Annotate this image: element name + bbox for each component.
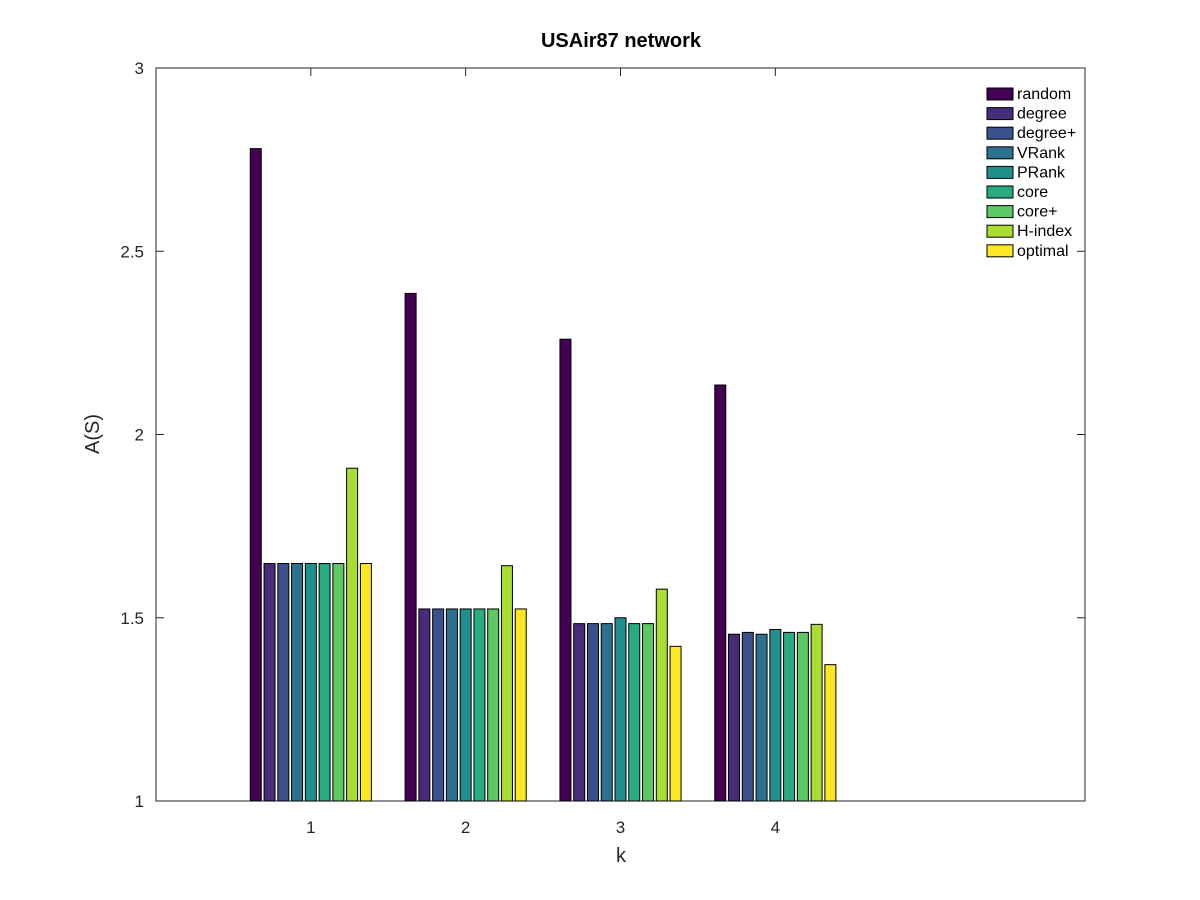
bar-core-k3 xyxy=(628,623,641,802)
bar-core--k2 xyxy=(487,608,500,802)
y-tick-label: 1.5 xyxy=(120,609,144,628)
bar-optimal-k4 xyxy=(824,664,837,802)
bar-prank-k1 xyxy=(304,563,317,802)
bar-degree-k2 xyxy=(418,608,431,802)
bar-vrank-k3 xyxy=(600,623,613,802)
x-tick-label: 4 xyxy=(771,818,780,837)
bar-random-k1 xyxy=(249,148,262,802)
bar-h-index-k1 xyxy=(346,467,359,802)
legend-swatch xyxy=(986,87,1014,101)
bar-core-k2 xyxy=(473,608,486,802)
bar-vrank-k4 xyxy=(755,633,768,802)
legend-label: core xyxy=(1017,184,1048,201)
bar-core--k4 xyxy=(796,631,809,802)
plot-area: 1 1.5 2 2.5 3 1 2 3 4 xyxy=(120,59,1086,837)
bar-h-index-k4 xyxy=(810,623,823,802)
legend-swatch xyxy=(986,244,1014,258)
bar-degree--k3 xyxy=(586,623,599,802)
bar-core-k1 xyxy=(318,563,331,802)
legend-label: PRank xyxy=(1017,164,1066,181)
bar-degree-k3 xyxy=(573,623,586,802)
legend-label: degree xyxy=(1017,106,1067,123)
bar-h-index-k2 xyxy=(500,565,513,802)
bar-optimal-k1 xyxy=(359,563,372,802)
legend-label: random xyxy=(1017,86,1071,103)
legend-label: optimal xyxy=(1017,243,1069,260)
bar-core--k3 xyxy=(642,623,655,802)
bar-core--k1 xyxy=(332,563,345,802)
legend-swatch xyxy=(986,224,1014,238)
legend-label: H-index xyxy=(1017,223,1072,240)
bar-degree--k1 xyxy=(277,563,290,802)
bar-degree--k2 xyxy=(432,608,445,802)
legend: random degree degree+ VRank PRank core core+ H-… xyxy=(984,84,1076,265)
bar-random-k3 xyxy=(559,338,572,802)
y-axis-title: A(S) xyxy=(82,414,104,454)
x-tick-label: 2 xyxy=(461,818,470,837)
chart-title: USAir87 network xyxy=(541,30,702,52)
x-axis-title: k xyxy=(616,845,627,867)
legend-swatch xyxy=(986,126,1014,140)
y-tick-label: 1 xyxy=(135,792,144,811)
bar-optimal-k2 xyxy=(514,608,527,802)
legend-swatch xyxy=(986,205,1014,219)
legend-swatch xyxy=(986,146,1014,160)
bar-optimal-k3 xyxy=(669,645,682,802)
y-tick-label: 2 xyxy=(135,426,144,445)
bar-vrank-k1 xyxy=(291,563,304,802)
bar-prank-k2 xyxy=(459,608,472,802)
bar-random-k2 xyxy=(404,292,417,802)
bar-degree--k4 xyxy=(741,631,754,802)
legend-label: degree+ xyxy=(1017,125,1076,142)
bar-vrank-k2 xyxy=(445,608,458,802)
legend-label: core+ xyxy=(1017,204,1057,221)
bar-degree-k4 xyxy=(728,633,741,802)
legend-swatch xyxy=(986,185,1014,199)
bar-prank-k3 xyxy=(614,617,627,802)
legend-swatch xyxy=(986,165,1014,179)
legend-label: VRank xyxy=(1017,145,1066,162)
y-tick-label: 2.5 xyxy=(120,242,144,261)
bar-random-k4 xyxy=(714,384,727,802)
x-tick-label: 3 xyxy=(616,818,625,837)
y-tick-label: 3 xyxy=(135,59,144,78)
bar-degree-k1 xyxy=(263,563,276,802)
bar-core-k4 xyxy=(783,631,796,802)
bar-prank-k4 xyxy=(769,628,782,802)
legend-swatch xyxy=(986,107,1014,121)
x-tick-label: 1 xyxy=(306,818,315,837)
bar-h-index-k3 xyxy=(655,588,668,802)
